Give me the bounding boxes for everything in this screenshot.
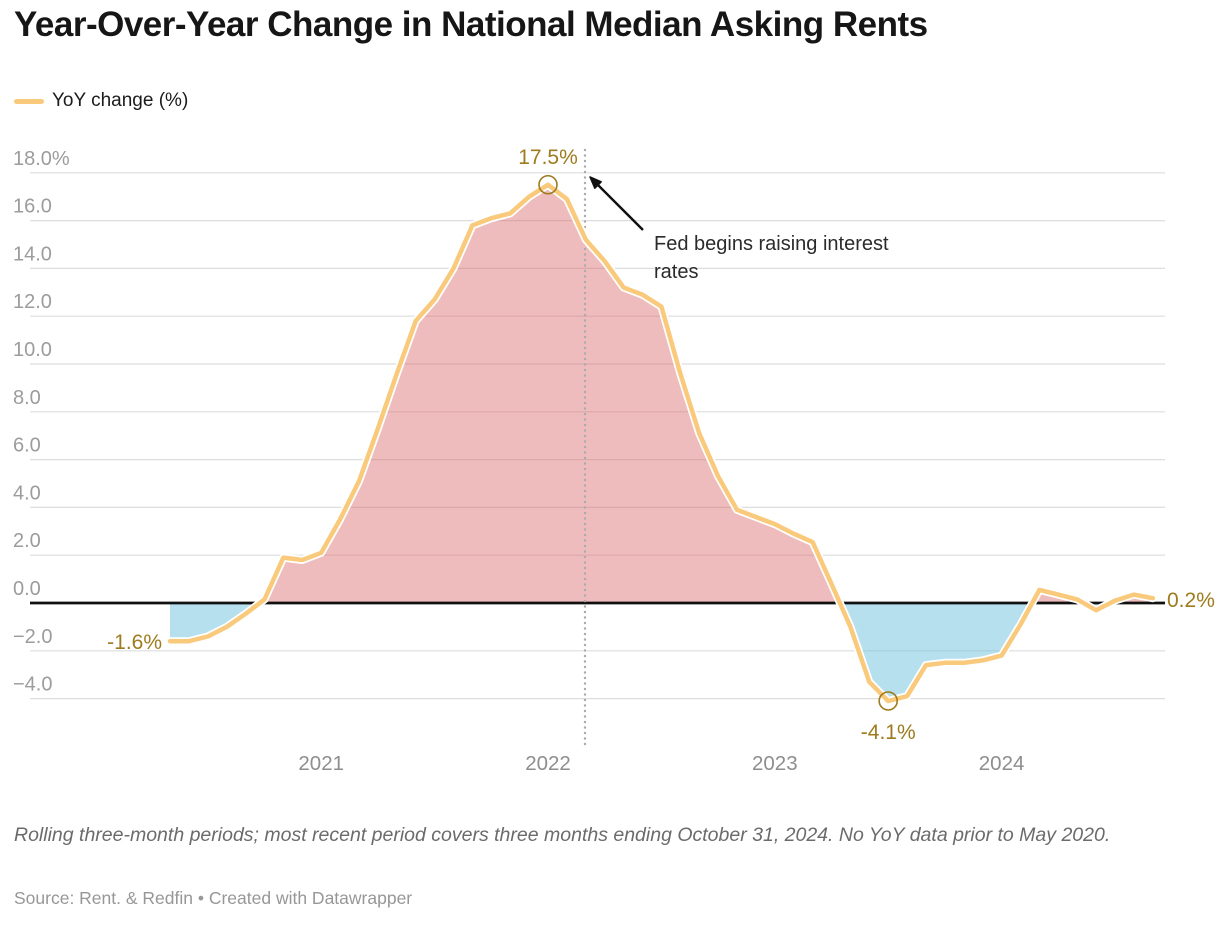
fed-annotation-line1: Fed begins raising interest [654, 233, 889, 255]
legend-label: YoY change (%) [52, 90, 189, 111]
legend: YoY change (%) [14, 90, 188, 112]
positive-area [170, 184, 1153, 604]
y-tick-label: 10.0 [13, 339, 52, 361]
y-tick-label: 18.0% [13, 148, 70, 170]
trough-marker-circle [878, 691, 899, 711]
chart-title: Year-Over-Year Change in National Median… [14, 5, 928, 44]
x-tick-label: 2023 [752, 752, 798, 775]
y-tick-label: −2.0 [13, 626, 52, 648]
x-tick-label: 2021 [298, 752, 344, 775]
peak-marker-circle [538, 174, 558, 195]
peak-value-label: 17.5% [518, 146, 578, 169]
y-tick-label: 4.0 [13, 482, 41, 504]
x-tick-label: 2024 [979, 752, 1025, 775]
y-tick-label: 12.0 [13, 291, 52, 313]
footnote: Rolling three-month periods; most recent… [14, 824, 1111, 846]
y-tick-label: 16.0 [13, 196, 52, 218]
fed-annotation-arrow [597, 184, 644, 231]
y-tick-label: 0.0 [13, 578, 41, 600]
yoy-line [167, 182, 1156, 704]
trough-value-label: -4.1% [861, 721, 916, 744]
y-tick-label: 2.0 [13, 530, 41, 552]
yoy-rent-chart-canvas: 18.0% 16.0 14.0 12.0 10.0 8.0 6.0 4.0 2.0 0.0 −2.0… [13, 146, 1215, 775]
fed-annotation-line2: rates [654, 261, 698, 283]
x-tick-label: 2022 [525, 752, 571, 775]
yoy-line-casing [166, 180, 1157, 705]
end-value-label: 0.2% [1167, 589, 1215, 612]
fed-annotation-arrowhead [589, 176, 602, 189]
y-tick-label: 6.0 [13, 435, 41, 457]
y-tick-label: 8.0 [13, 387, 41, 409]
y-tick-label: 14.0 [13, 243, 52, 265]
source-line: Source: Rent. & Redfin • Created with Da… [14, 888, 413, 908]
y-tick-label: −4.0 [13, 674, 52, 696]
negative-area [170, 603, 1153, 701]
legend-line-swatch [14, 98, 44, 104]
start-value-label: -1.6% [107, 631, 162, 654]
